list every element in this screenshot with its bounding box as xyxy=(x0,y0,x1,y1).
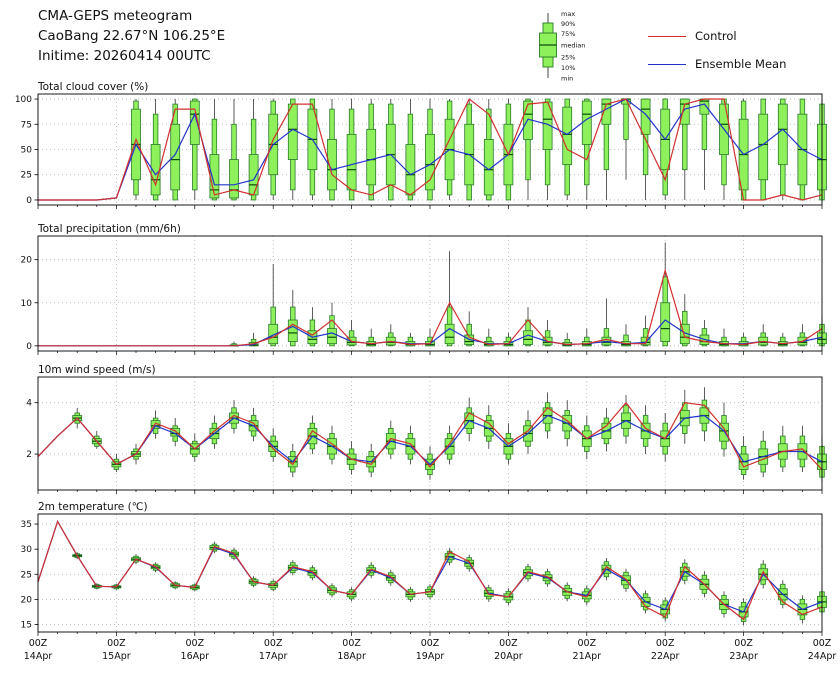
panel-title-wind: 10m wind speed (m/s) xyxy=(38,364,156,376)
x-tick-hour: 00Z xyxy=(499,638,518,649)
y-tick-label: 4 xyxy=(26,399,32,409)
x-tick-date: 16Apr xyxy=(181,651,210,662)
legend-box-label: max xyxy=(561,10,575,18)
x-tick-date: 21Apr xyxy=(573,651,602,662)
control-line-swatch xyxy=(648,35,686,37)
x-tick-date: 14Apr xyxy=(24,651,53,662)
panel-title-precip: Total precipitation (mm/6h) xyxy=(37,223,181,235)
chart-title: CMA-GEPS meteogram xyxy=(38,8,193,24)
ensemble-mean-line-swatch xyxy=(648,63,686,65)
legend-box-label: min xyxy=(561,75,573,83)
y-tick-label: 15 xyxy=(21,620,32,630)
x-tick-hour: 00Z xyxy=(734,638,753,649)
x-tick-date: 24Apr xyxy=(808,651,837,662)
box-25-75 xyxy=(562,106,573,166)
box-25-75 xyxy=(327,139,337,191)
y-tick-label: 25 xyxy=(21,570,32,580)
box-25-75 xyxy=(346,133,357,191)
x-tick-hour: 00Z xyxy=(29,638,48,649)
y-tick-label: 0 xyxy=(26,342,32,352)
y-tick-label: 75 xyxy=(21,120,32,130)
ensemble-mean-legend-label: Ensemble Mean xyxy=(695,57,787,71)
box-25-75 xyxy=(758,113,769,181)
panel-title-cloud: Total cloud cover (%) xyxy=(37,81,148,93)
box-25-75 xyxy=(523,330,533,345)
box-25-75 xyxy=(777,103,788,166)
y-tick-label: 2 xyxy=(26,450,32,460)
x-tick-date: 19Apr xyxy=(416,651,445,662)
box-25-75 xyxy=(640,336,651,346)
legend-box-label: median xyxy=(561,42,585,50)
panel-wind: 10m wind speed (m/s) 2 4 xyxy=(26,364,827,494)
y-tick-label: 0 xyxy=(26,196,32,206)
y-tick-label: 35 xyxy=(21,520,32,530)
x-tick-hour: 00Z xyxy=(813,638,832,649)
legend-box-label: 75% xyxy=(561,30,575,38)
box-25-75 xyxy=(679,98,690,125)
x-tick-date: 18Apr xyxy=(337,651,366,662)
box-25-75 xyxy=(719,422,729,442)
box-25-75 xyxy=(581,100,592,145)
y-tick-label: 50 xyxy=(21,146,33,156)
boxplot-legend: max 90% 75% median 25% 10% min xyxy=(539,10,585,83)
y-tick-label: 20 xyxy=(21,256,33,266)
x-tick-date: 20Apr xyxy=(494,651,523,662)
box-25-75 xyxy=(327,328,337,345)
control-legend-label: Control xyxy=(695,29,737,43)
box-25-75 xyxy=(444,323,455,345)
legend-box-label: 10% xyxy=(561,64,575,72)
box-25-75 xyxy=(425,133,435,191)
box-25-75 xyxy=(660,302,671,342)
location-subtitle: CaoBang 22.67°N 106.25°E xyxy=(38,28,226,44)
ensemble-mean-line xyxy=(38,98,823,201)
x-tick-hour: 00Z xyxy=(342,638,361,649)
box-25-75 xyxy=(640,98,651,135)
panel-cloud: Total cloud cover (%) 0 25 50 75 100 xyxy=(15,81,827,209)
box-25-75 xyxy=(405,144,416,196)
y-tick-label: 10 xyxy=(21,299,33,309)
y-tick-label: 25 xyxy=(21,171,32,181)
x-tick-hour: 00Z xyxy=(107,638,126,649)
x-tick-hour: 00Z xyxy=(421,638,440,649)
box-25-75 xyxy=(209,154,220,199)
control-line xyxy=(37,520,823,621)
x-tick-date: 22Apr xyxy=(651,651,680,662)
x-axis-labels: 00Z 14Apr 00Z 15Apr 00Z 16Apr 00Z 17Apr 00Z 18Apr… xyxy=(24,638,837,662)
x-tick-hour: 00Z xyxy=(577,638,596,649)
control-line xyxy=(38,98,823,201)
y-tick-label: 20 xyxy=(21,595,33,605)
x-tick-date: 17Apr xyxy=(259,651,288,662)
series-legend: Control Ensemble Mean xyxy=(648,22,786,78)
x-tick-date: 23Apr xyxy=(729,651,758,662)
init-time: Initime: 20260414 00UTC xyxy=(38,48,211,64)
x-tick-hour: 00Z xyxy=(656,638,675,649)
control-line xyxy=(38,268,823,347)
legend-box-label: 25% xyxy=(561,54,575,62)
box-25-75 xyxy=(287,319,298,342)
legend-row-control: Control xyxy=(648,22,786,50)
box-10-90 xyxy=(623,98,629,140)
chart-header: CMA-GEPS meteogram CaoBang 22.67°N 106.2… xyxy=(38,6,225,66)
legend-row-ensemble-mean: Ensemble Mean xyxy=(648,50,786,78)
box-25-75 xyxy=(229,159,239,199)
legend-box-label: 90% xyxy=(561,20,575,28)
y-tick-label: 30 xyxy=(21,545,33,555)
x-tick-hour: 00Z xyxy=(185,638,204,649)
control-line xyxy=(37,401,823,470)
panel-temp: 2m temperature (℃) 15 20 25 30 35 xyxy=(21,501,827,636)
y-tick-label: 100 xyxy=(15,95,32,105)
x-tick-hour: 00Z xyxy=(264,638,283,649)
ensemble-mean-line xyxy=(37,414,823,466)
box-25-75 xyxy=(366,128,377,186)
x-tick-date: 15Apr xyxy=(102,651,131,662)
box-25-75 xyxy=(483,139,494,196)
box-25-75 xyxy=(170,123,181,191)
panel-precip: Total precipitation (mm/6h) 0 10 20 xyxy=(21,223,827,355)
panel-title-temp: 2m temperature (℃) xyxy=(38,501,148,513)
